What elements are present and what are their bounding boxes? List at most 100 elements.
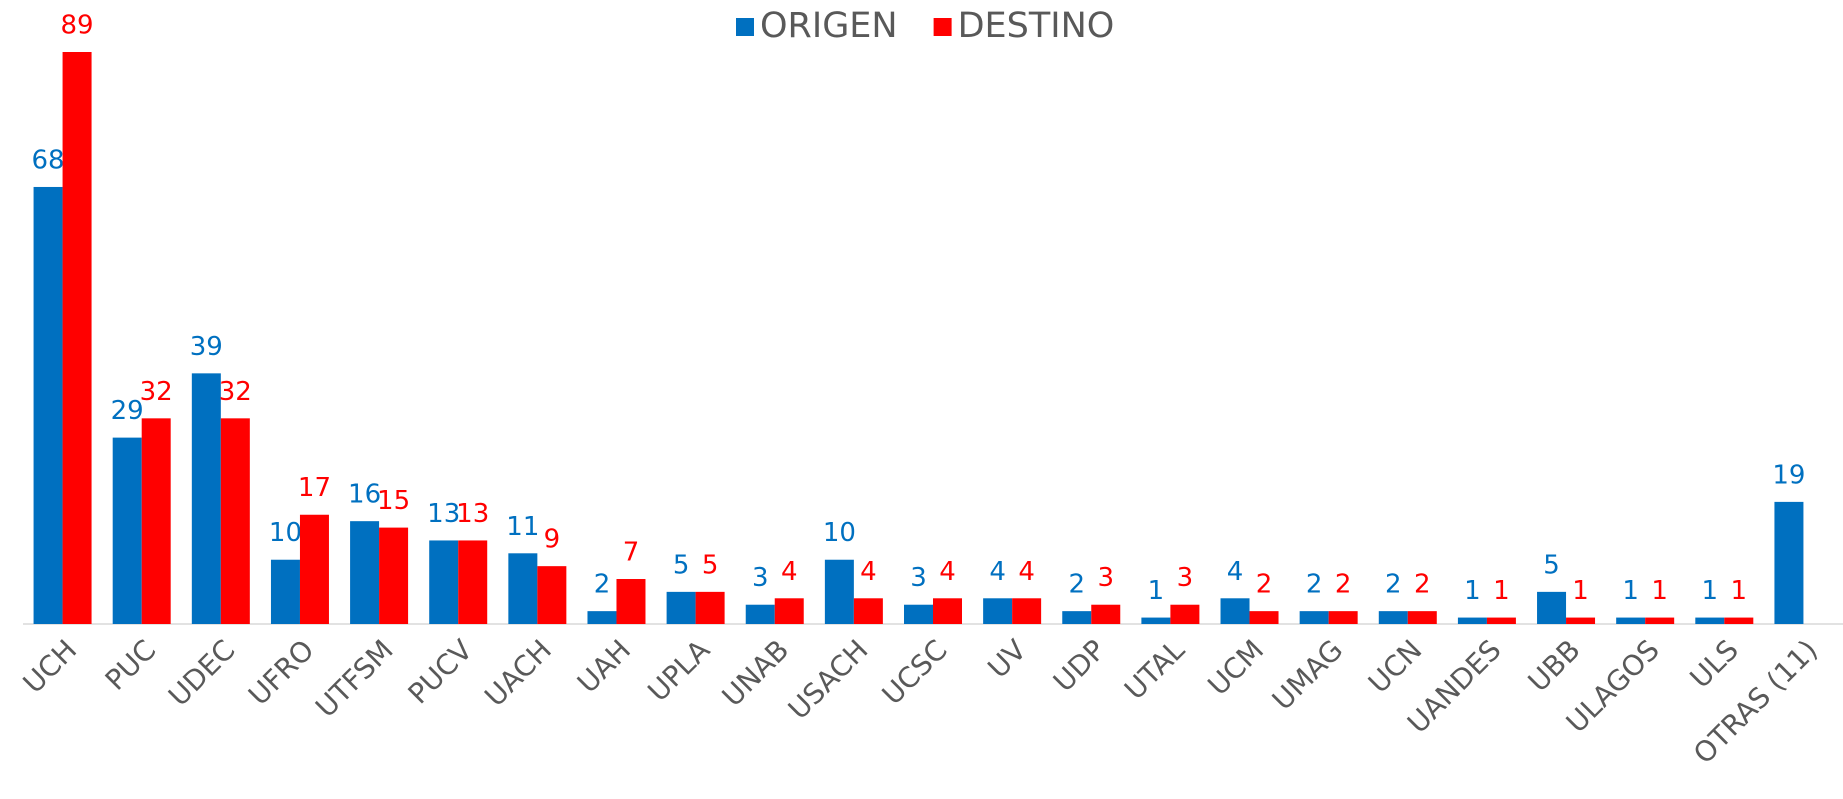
value-label: 3 bbox=[752, 563, 769, 593]
bar bbox=[458, 540, 488, 624]
x-tick-label: UBB bbox=[1522, 633, 1587, 698]
legend-label: ORIGEN bbox=[760, 6, 898, 46]
bar bbox=[1486, 617, 1516, 624]
value-label: 2 bbox=[1068, 570, 1085, 600]
bar bbox=[112, 437, 142, 624]
value-label: 13 bbox=[427, 499, 460, 529]
x-tick-label: UTFSM bbox=[309, 633, 400, 724]
value-label: 29 bbox=[111, 396, 144, 426]
value-label: 1 bbox=[1148, 576, 1165, 606]
value-label: 9 bbox=[544, 525, 561, 555]
value-label: 3 bbox=[910, 563, 927, 593]
bar bbox=[983, 598, 1013, 624]
x-tick-label: UCH bbox=[17, 633, 84, 700]
bar bbox=[1220, 598, 1250, 624]
x-tick-label: ULS bbox=[1683, 633, 1744, 694]
value-label: 4 bbox=[860, 557, 877, 587]
x-tick-label: UCM bbox=[1201, 633, 1270, 702]
value-label: 5 bbox=[702, 550, 719, 580]
bar bbox=[1645, 617, 1675, 624]
bar bbox=[1299, 611, 1329, 624]
x-tick-label: UMAG bbox=[1266, 633, 1349, 716]
value-label: 2 bbox=[1414, 570, 1431, 600]
bar bbox=[1566, 617, 1596, 624]
bar bbox=[933, 598, 962, 624]
bar bbox=[379, 527, 409, 624]
bar bbox=[616, 579, 646, 624]
value-label: 4 bbox=[1227, 557, 1244, 587]
value-label: 13 bbox=[456, 499, 489, 529]
x-tick-label: UV bbox=[981, 633, 1032, 684]
value-label: 1 bbox=[1622, 576, 1639, 606]
bar bbox=[1724, 617, 1754, 624]
bar bbox=[508, 553, 538, 624]
bar bbox=[270, 559, 300, 624]
bar bbox=[191, 373, 221, 624]
value-label: 1 bbox=[1702, 576, 1719, 606]
bar bbox=[1537, 591, 1567, 624]
value-label: 17 bbox=[298, 473, 331, 503]
legend-label: DESTINO bbox=[958, 6, 1115, 46]
value-label: 2 bbox=[1256, 570, 1273, 600]
value-label: 4 bbox=[939, 557, 956, 587]
value-label: 2 bbox=[1306, 570, 1323, 600]
value-label: 39 bbox=[190, 332, 223, 362]
value-label: 1 bbox=[1493, 576, 1510, 606]
bar bbox=[299, 514, 329, 624]
legend-swatch bbox=[736, 18, 754, 36]
value-label: 1 bbox=[1651, 576, 1668, 606]
x-tick-label: UAH bbox=[571, 633, 637, 699]
value-label: 15 bbox=[377, 486, 410, 516]
x-tick-label: UTAL bbox=[1118, 633, 1191, 706]
value-label: 16 bbox=[348, 480, 381, 510]
bar bbox=[1407, 611, 1437, 624]
value-label: 5 bbox=[1543, 550, 1560, 580]
value-label: 68 bbox=[32, 145, 65, 175]
x-tick-label: UDEC bbox=[162, 633, 241, 712]
bar bbox=[1012, 598, 1042, 624]
bar bbox=[1249, 611, 1279, 624]
x-tick-label: UCN bbox=[1362, 633, 1428, 699]
value-label: 3 bbox=[1177, 563, 1194, 593]
value-label: 7 bbox=[623, 538, 640, 568]
bar bbox=[537, 566, 567, 624]
bar bbox=[1378, 611, 1408, 624]
legend: ORIGEN DESTINO bbox=[736, 6, 1114, 46]
bar bbox=[853, 598, 883, 624]
value-label: 10 bbox=[823, 518, 856, 548]
bar bbox=[1328, 611, 1358, 624]
bar bbox=[1457, 617, 1487, 624]
bar bbox=[1774, 501, 1804, 624]
x-tick-label: UDP bbox=[1047, 633, 1112, 698]
legend-swatch bbox=[933, 18, 952, 36]
bar bbox=[33, 186, 63, 624]
value-label: 1 bbox=[1464, 576, 1481, 606]
bar bbox=[1062, 611, 1092, 624]
x-tick-label: USACH bbox=[782, 633, 875, 726]
value-label: 2 bbox=[594, 570, 611, 600]
x-tick-label: PUCV bbox=[402, 633, 479, 710]
bar bbox=[1170, 604, 1200, 624]
value-label: 5 bbox=[673, 550, 690, 580]
bar bbox=[904, 604, 933, 624]
value-label: 4 bbox=[1018, 557, 1035, 587]
value-label: 11 bbox=[506, 512, 539, 542]
bar bbox=[62, 52, 92, 624]
x-tick-label: UCSC bbox=[876, 633, 954, 711]
bar bbox=[350, 521, 380, 624]
bar bbox=[1616, 617, 1646, 624]
value-label: 19 bbox=[1772, 460, 1805, 490]
value-label: 2 bbox=[1335, 570, 1352, 600]
bar bbox=[141, 418, 171, 624]
bar bbox=[745, 604, 775, 624]
bar bbox=[695, 591, 725, 624]
value-label: 4 bbox=[989, 557, 1006, 587]
bar bbox=[220, 418, 250, 624]
bar bbox=[1091, 604, 1121, 624]
value-label: 1 bbox=[1572, 576, 1589, 606]
x-tick-label: PUC bbox=[99, 633, 163, 697]
x-tick-label: UACH bbox=[478, 633, 558, 713]
bar bbox=[824, 559, 854, 624]
value-label: 2 bbox=[1385, 570, 1402, 600]
